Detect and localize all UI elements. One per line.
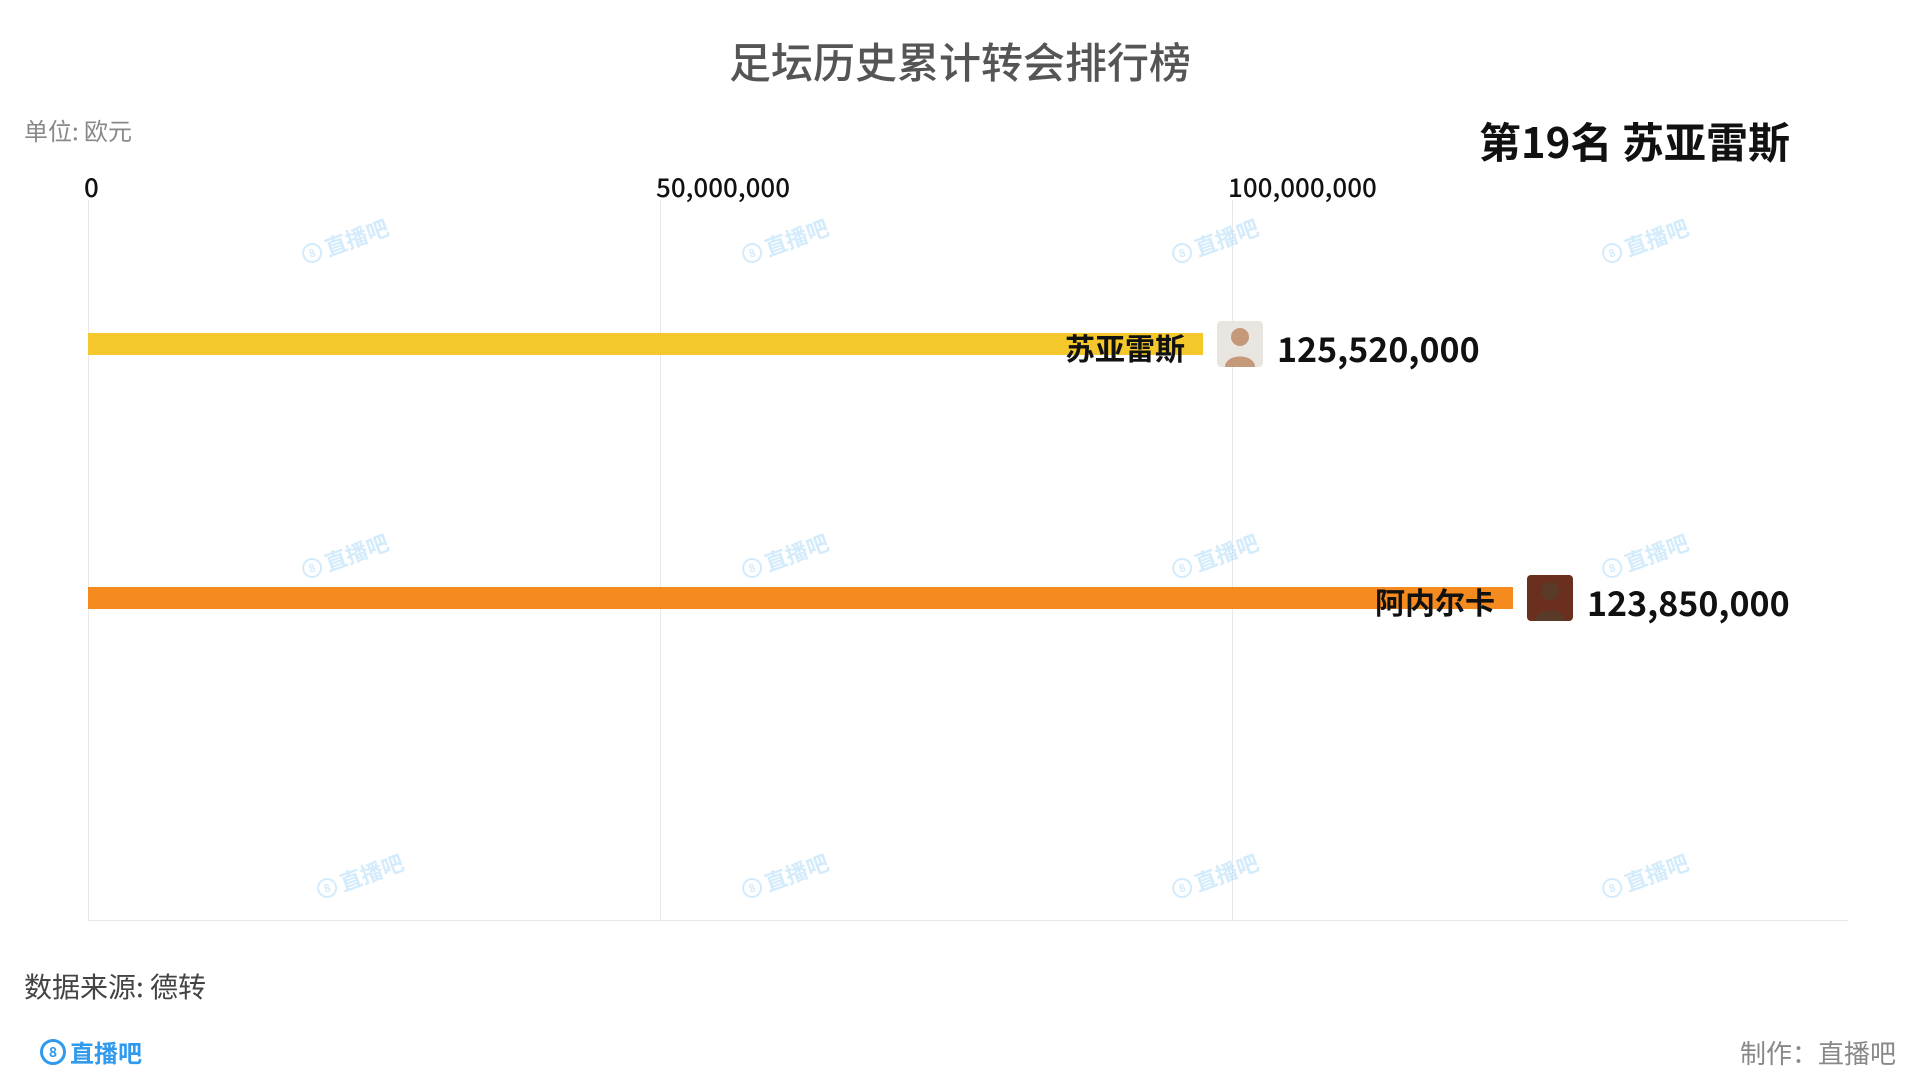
watermark: 8直播吧 — [1597, 846, 1693, 907]
bar-value: 125,520,000 — [1277, 323, 1480, 372]
watermark-text: 直播吧 — [320, 526, 393, 579]
axis-tick-label: 50,000,000 — [656, 168, 790, 205]
watermark: 8直播吧 — [1167, 846, 1263, 907]
watermark-text: 直播吧 — [1190, 846, 1263, 899]
watermark-icon: 8 — [739, 240, 765, 266]
watermark-icon: 8 — [1169, 555, 1195, 581]
watermark-icon: 8 — [1599, 240, 1625, 266]
chart-title: 足坛历史累计转会排行榜 — [0, 30, 1920, 91]
chart-page: { "title": { "text": "足坛历史累计转会排行榜", "fon… — [0, 0, 1920, 1080]
brand-logo: 8 直播吧 — [40, 1034, 142, 1069]
watermark: 8直播吧 — [1167, 211, 1263, 272]
watermark: 8直播吧 — [737, 846, 833, 907]
watermark-icon: 8 — [299, 240, 325, 266]
player-avatar — [1217, 321, 1263, 367]
watermark-text: 直播吧 — [1620, 211, 1693, 264]
watermark-text: 直播吧 — [760, 211, 833, 264]
bar-name: 阿内尔卡 — [1375, 579, 1495, 623]
watermark: 8直播吧 — [297, 211, 393, 272]
watermark: 8直播吧 — [1167, 526, 1263, 587]
bar — [88, 587, 1513, 609]
bar-name: 苏亚雷斯 — [1065, 325, 1185, 369]
gridline-horizontal — [88, 920, 1848, 921]
bar — [88, 333, 1203, 355]
brand-logo-text: 直播吧 — [70, 1034, 142, 1069]
gridline-vertical — [88, 200, 89, 920]
ranking-text: 第19名 苏亚雷斯 — [1479, 110, 1790, 171]
watermark-text: 直播吧 — [1620, 846, 1693, 899]
watermark-icon: 8 — [1169, 875, 1195, 901]
watermark: 8直播吧 — [737, 211, 833, 272]
player-avatar — [1527, 575, 1573, 621]
watermark-text: 直播吧 — [1190, 526, 1263, 579]
watermark-text: 直播吧 — [760, 526, 833, 579]
watermark-text: 直播吧 — [335, 846, 408, 899]
bar-value: 123,850,000 — [1587, 577, 1790, 626]
watermark-icon: 8 — [1599, 875, 1625, 901]
watermark-text: 直播吧 — [320, 211, 393, 264]
maker-text: 制作：直播吧 — [1740, 1034, 1896, 1071]
watermark: 8直播吧 — [1597, 211, 1693, 272]
watermark-icon: 8 — [1169, 240, 1195, 266]
watermark-icon: 8 — [299, 555, 325, 581]
watermark: 8直播吧 — [737, 526, 833, 587]
data-source: 数据来源: 德转 — [24, 966, 206, 1006]
watermark-icon: 8 — [739, 875, 765, 901]
axis-tick-label: 100,000,000 — [1228, 168, 1377, 205]
unit-label: 单位: 欧元 — [24, 112, 132, 147]
watermark-icon: 8 — [314, 875, 340, 901]
watermark-text: 直播吧 — [1620, 526, 1693, 579]
axis-tick-label: 0 — [84, 168, 99, 205]
watermark: 8直播吧 — [297, 526, 393, 587]
watermark: 8直播吧 — [312, 846, 408, 907]
watermark-icon: 8 — [739, 555, 765, 581]
brand-logo-icon: 8 — [40, 1039, 66, 1065]
watermark-text: 直播吧 — [760, 846, 833, 899]
gridline-vertical — [660, 200, 661, 920]
watermark-text: 直播吧 — [1190, 211, 1263, 264]
